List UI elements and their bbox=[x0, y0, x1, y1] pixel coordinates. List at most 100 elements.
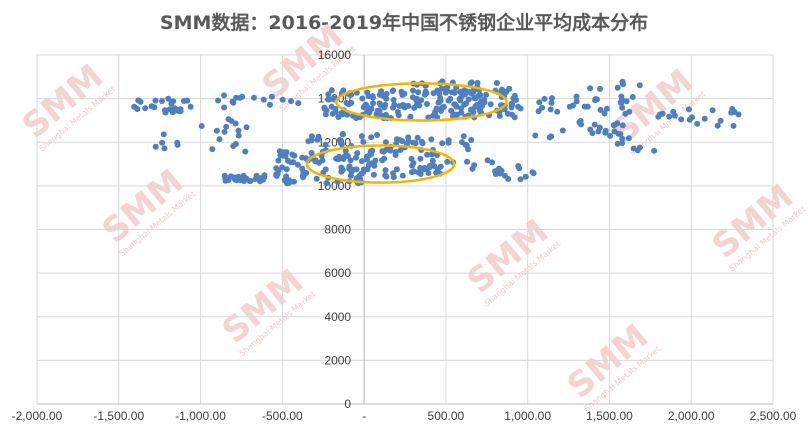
data-point bbox=[253, 172, 260, 179]
data-point bbox=[417, 165, 424, 171]
data-point bbox=[346, 163, 353, 170]
data-point bbox=[464, 158, 470, 165]
data-point bbox=[506, 85, 513, 92]
x-tick-label: -2,000.00 bbox=[12, 409, 63, 423]
data-point bbox=[409, 162, 416, 169]
data-point bbox=[340, 156, 347, 162]
data-point bbox=[517, 105, 524, 112]
data-point bbox=[338, 168, 345, 175]
data-point bbox=[300, 174, 306, 181]
data-point bbox=[291, 152, 298, 159]
data-point bbox=[671, 112, 678, 119]
data-point bbox=[316, 159, 322, 166]
data-point bbox=[364, 156, 370, 163]
data-point bbox=[554, 108, 561, 115]
data-point bbox=[626, 108, 633, 115]
x-tick-label: 500.00 bbox=[428, 409, 465, 423]
data-point bbox=[492, 171, 499, 177]
data-point bbox=[239, 93, 246, 100]
data-point bbox=[701, 115, 708, 122]
data-point bbox=[137, 98, 144, 105]
data-point bbox=[383, 146, 390, 153]
data-point bbox=[347, 172, 354, 179]
y-tick-label: 6000 bbox=[324, 266, 351, 280]
data-point bbox=[505, 175, 512, 182]
data-point bbox=[170, 98, 177, 105]
data-point bbox=[591, 121, 598, 128]
data-point bbox=[409, 94, 416, 101]
data-point bbox=[407, 114, 414, 121]
data-point bbox=[314, 136, 321, 143]
data-point bbox=[508, 100, 515, 107]
data-point bbox=[338, 141, 345, 148]
data-point bbox=[630, 145, 637, 152]
data-point bbox=[390, 174, 397, 181]
data-point bbox=[290, 159, 297, 166]
y-tick-label: 0 bbox=[344, 397, 351, 411]
data-point bbox=[235, 127, 242, 134]
data-point bbox=[395, 112, 402, 119]
data-point bbox=[515, 163, 522, 169]
data-point bbox=[169, 109, 176, 116]
data-point bbox=[321, 104, 328, 111]
data-point bbox=[717, 117, 724, 124]
data-point bbox=[308, 133, 315, 140]
data-point bbox=[731, 109, 738, 115]
data-point bbox=[187, 103, 194, 110]
data-point bbox=[348, 99, 355, 106]
data-point bbox=[601, 110, 608, 117]
data-point bbox=[587, 85, 594, 92]
data-point bbox=[477, 92, 484, 99]
data-point bbox=[233, 94, 240, 101]
data-point bbox=[364, 166, 371, 173]
data-point bbox=[344, 153, 351, 159]
data-point bbox=[433, 169, 440, 176]
data-point bbox=[481, 99, 488, 106]
data-point bbox=[273, 172, 280, 179]
data-point bbox=[285, 179, 292, 186]
data-point bbox=[453, 103, 460, 110]
data-point bbox=[399, 92, 406, 98]
data-point bbox=[678, 116, 685, 123]
data-point bbox=[468, 137, 475, 143]
data-point bbox=[225, 116, 232, 123]
data-point bbox=[573, 98, 580, 105]
data-point bbox=[162, 109, 169, 116]
data-point bbox=[221, 128, 228, 135]
x-tick-label: 1,500.00 bbox=[586, 409, 633, 423]
data-point bbox=[279, 96, 286, 103]
data-point bbox=[243, 124, 250, 131]
data-point bbox=[221, 92, 227, 99]
data-point bbox=[358, 133, 365, 140]
data-point bbox=[198, 123, 205, 129]
data-point bbox=[443, 85, 450, 92]
data-point bbox=[229, 98, 236, 105]
data-point bbox=[438, 85, 445, 92]
data-points bbox=[131, 78, 742, 187]
data-point bbox=[335, 156, 342, 163]
data-point bbox=[597, 106, 604, 113]
data-point bbox=[617, 99, 624, 106]
data-point bbox=[522, 173, 529, 180]
data-point bbox=[541, 95, 548, 102]
data-point bbox=[458, 109, 465, 116]
data-point bbox=[295, 100, 302, 107]
data-point bbox=[332, 108, 339, 115]
data-point bbox=[504, 110, 511, 117]
data-point bbox=[348, 91, 355, 98]
data-point bbox=[596, 124, 603, 131]
data-point bbox=[184, 97, 191, 104]
data-point bbox=[424, 101, 430, 107]
data-point bbox=[619, 104, 626, 111]
data-point bbox=[357, 175, 363, 182]
data-point bbox=[629, 94, 636, 100]
data-point bbox=[636, 82, 643, 89]
data-point bbox=[353, 154, 359, 161]
data-point bbox=[283, 166, 290, 173]
data-point bbox=[377, 102, 384, 108]
data-point bbox=[358, 158, 365, 165]
y-tick-labels: 0200040006000800010000120001400016000 bbox=[318, 48, 352, 411]
data-point bbox=[360, 104, 367, 111]
